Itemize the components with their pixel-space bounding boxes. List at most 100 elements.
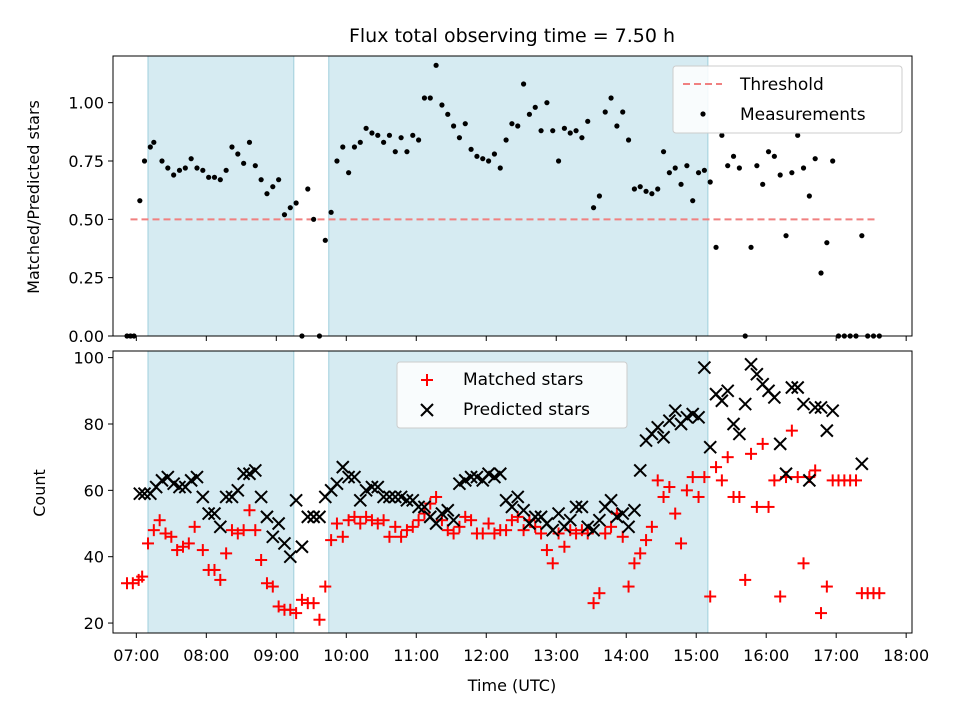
predicted-star-point [429, 516, 443, 531]
predicted-star-point [814, 400, 828, 415]
predicted-star-point [855, 457, 869, 471]
matched-star-point [622, 580, 635, 593]
predicted-star-point [196, 490, 210, 504]
measurement-point [468, 146, 474, 152]
predicted-star-point [400, 493, 414, 508]
measurement-point [229, 144, 235, 150]
bottom-y-axis-label: Count [30, 469, 49, 517]
predicted-star-point [744, 357, 758, 371]
measurement-point [276, 177, 282, 183]
measurement-point [509, 121, 515, 127]
matched-star-point [447, 527, 460, 540]
predicted-star-point [289, 493, 303, 508]
predicted-star-point [236, 467, 251, 481]
matched-star-point [348, 510, 361, 523]
matched-star-point [482, 517, 495, 530]
predicted-star-point [493, 467, 507, 481]
matched-star-point [663, 481, 676, 494]
bottom-y-axis-ticks: 20 40 60 80 100 [73, 349, 113, 633]
measurement-point [806, 193, 812, 199]
predicted-star-point [376, 490, 391, 504]
matched-star-point [820, 580, 833, 593]
matched-star-point [395, 530, 408, 543]
measurement-point [485, 158, 492, 164]
predicted-star-point [260, 510, 274, 524]
measurement-point [334, 158, 340, 164]
top-y-tick-label: 1.00 [68, 94, 104, 113]
matched-star-point [196, 544, 209, 557]
top-y-axis-label: Matched/Predicted stars [24, 100, 43, 294]
matched-star-point [255, 554, 268, 567]
matched-star-point [587, 597, 600, 610]
matched-star-point [815, 607, 828, 620]
measurement-point [544, 100, 550, 106]
measurement-point [707, 179, 713, 185]
measurement-point [217, 177, 223, 183]
predicted-star-point [621, 520, 636, 534]
measurement-point [503, 137, 509, 143]
bottom-x-tick-label: 16:00 [743, 646, 789, 665]
measurement-point [194, 165, 200, 171]
measurement-point [713, 244, 719, 250]
predicted-star-point [825, 404, 840, 418]
measurement-point [241, 160, 247, 166]
bottom-y-tick-label: 80 [84, 415, 104, 434]
measurement-point [725, 163, 731, 169]
predicted-star-point [604, 493, 618, 508]
predicted-star-point [441, 503, 455, 517]
matched-star-point [377, 514, 390, 527]
bottom-y-tick-label: 60 [84, 481, 104, 500]
measurement-point [754, 163, 760, 169]
measurement-point [736, 165, 742, 171]
matched-star-point [791, 471, 804, 484]
top-x-axis-ticks [135, 336, 907, 341]
predicted-star-point [516, 503, 531, 517]
matched-star-point [243, 504, 256, 517]
predicted-star-point [651, 420, 665, 435]
predicted-star-point [563, 513, 577, 527]
measurement-point [789, 170, 795, 176]
measurement-point [206, 174, 212, 180]
measurement-point [462, 121, 468, 127]
measurement-point [538, 128, 544, 134]
predicted-star-point [213, 520, 228, 534]
measurement-point [421, 95, 428, 101]
matched-star-point [721, 451, 734, 464]
predicted-star-point [411, 500, 426, 514]
measurement-point [631, 186, 637, 192]
measurement-point [520, 81, 527, 87]
top-y-tick-label: 0.50 [68, 210, 104, 229]
measurement-point [625, 137, 632, 143]
top-y-tick-label: 0.00 [68, 327, 104, 346]
bottom-x-tick-label: 13:00 [533, 646, 579, 665]
measurement-point [643, 188, 649, 194]
measurement-point [590, 205, 597, 211]
predicted-star-point [633, 463, 647, 478]
bottom-count-points [120, 357, 886, 626]
matched-star-point [797, 557, 810, 570]
measurements-legend-swatch [700, 111, 706, 117]
measurement-point [427, 95, 433, 101]
predicted-star-point [656, 430, 671, 444]
measurement-point [637, 184, 643, 190]
predicted-star-point [306, 510, 321, 524]
matched-star-point [768, 474, 781, 487]
bottom-x-tick-label: 12:00 [463, 646, 509, 665]
measurement-point [270, 184, 276, 190]
measurement-point [264, 191, 270, 197]
measurement-point [223, 167, 229, 173]
matched-star-point [593, 587, 606, 600]
matched-star-point [330, 517, 343, 530]
predicted-star-point [528, 510, 542, 524]
measurement-point [515, 123, 521, 129]
matched-star-point [476, 527, 489, 540]
measurement-point [176, 167, 183, 173]
measurement-point [211, 174, 218, 180]
predicted-star-point [790, 380, 805, 395]
measurement-point [171, 172, 177, 178]
measurement-point [760, 181, 766, 187]
measurement-point [765, 149, 772, 155]
measurement-point [585, 118, 591, 124]
measurement-point [655, 186, 661, 192]
measurement-point [555, 158, 562, 164]
